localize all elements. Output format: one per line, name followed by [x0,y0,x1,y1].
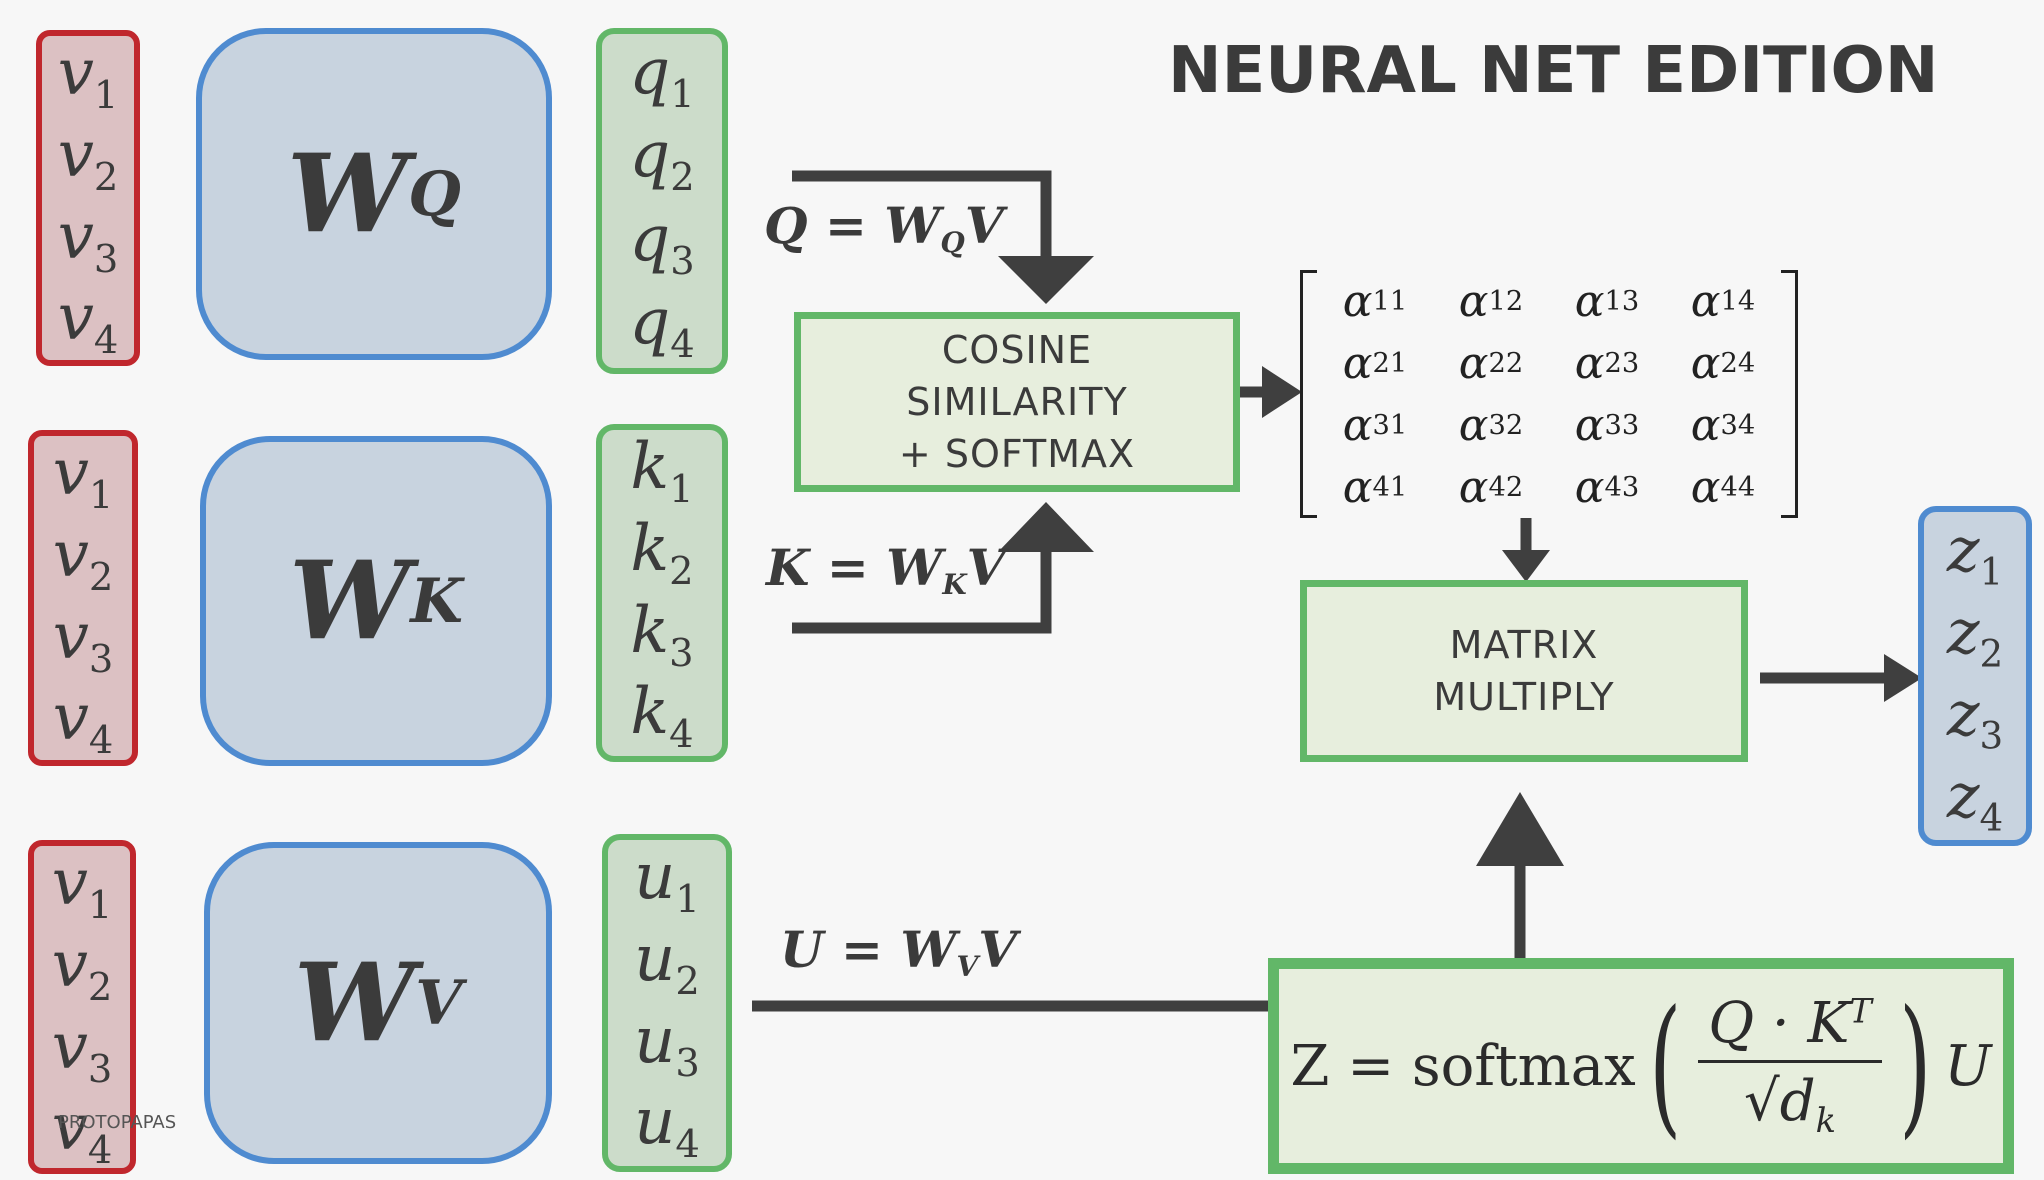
vector-item: v1 [51,846,113,928]
box-label-line: SIMILARITY [906,380,1128,424]
output-vector-column: z1 z2 z3 z4 [1918,506,2032,846]
left-paren: ( [1648,979,1682,1153]
cosine-to-matrix-arrowhead [1262,366,1302,418]
matrix-cell: α 24 [1690,337,1756,389]
matrix-cell: α 44 [1690,461,1756,513]
matrix-cell: α 14 [1690,275,1756,327]
value-vector-column: u1 u2 u3 u4 [602,834,732,1172]
vector-item: v2 [52,517,114,600]
query-equation: Q = WQV [764,196,1004,259]
vector-item: z2 [1946,594,2004,676]
formula-to-matmul-arrowhead [1476,792,1564,866]
vector-item: v3 [51,1009,113,1092]
vector-item: k3 [630,593,694,676]
vector-item: u3 [634,1003,700,1086]
matrix-cell: α 13 [1574,275,1640,327]
cosine-similarity-softmax-box: COSINE SIMILARITY + SOFTMAX [794,312,1240,492]
formula-rhs: U [1944,1033,1992,1099]
vector-item: v2 [57,117,119,200]
vector-item: v3 [52,599,114,682]
input-vector-column-v: v1 v2 v3 v4 [28,840,136,1174]
vector-item: q2 [629,118,695,201]
vector-item: v2 [51,927,113,1010]
matrix-cell: α 32 [1458,399,1524,451]
vector-item: z4 [1946,758,2004,840]
page-title: NEURAL NET EDITION [1168,34,1939,108]
attention-matrix: α 11 α 12 α 13 α 14 α 21 α 22 α 23 α 24 α 31 α 32 α 33 α 34 α 41 α… [1300,270,1798,518]
matrix-cell: α 42 [1458,461,1524,513]
vector-item: q4 [629,285,695,368]
q-connector-line [792,170,1052,262]
vector-item: v3 [57,199,119,282]
matrix-cell: α 23 [1574,337,1640,389]
key-vector-column: k1 k2 k3 k4 [596,424,728,762]
formula-lhs: Z = softmax [1290,1033,1636,1099]
matrix-cell: α 11 [1342,275,1408,327]
box-label-line: MULTIPLY [1433,675,1615,719]
attention-formula-box: Z = softmax ( Q · KT √dk ) U [1268,958,2014,1174]
box-label-line: + SOFTMAX [898,432,1136,476]
vector-item: v1 [57,36,119,118]
key-equation: K = WKV [766,538,1006,601]
vector-item: u4 [634,1085,700,1168]
matrix-cell: α 34 [1690,399,1756,451]
box-label-line: MATRIX [1449,623,1599,667]
matrix-cell: α 41 [1342,461,1408,513]
vector-item: k2 [630,511,694,594]
vector-item: k4 [630,675,694,758]
matrix-right-bracket [1781,270,1798,518]
k-connector-line [792,548,1052,634]
q-arrowhead [998,256,1094,304]
vector-item: v4 [52,681,114,764]
matrix-cell: α 22 [1458,337,1524,389]
input-vector-column-k: v1 v2 v3 v4 [28,430,138,766]
author-footer: PROTOPAPAS [58,1112,177,1133]
formula-fraction: Q · KT √dk [1698,991,1882,1141]
matrix-cell: α 31 [1342,399,1408,451]
vector-item: z3 [1946,676,2004,758]
right-paren: ) [1898,979,1932,1153]
vector-item: q1 [629,34,695,117]
matrix-cell: α 21 [1342,337,1408,389]
matrix-cell: α 33 [1574,399,1640,451]
vector-item: v4 [57,281,119,364]
matrix-left-bracket [1300,270,1317,518]
box-label-line: COSINE [941,328,1093,372]
matrix-multiply-box: MATRIX MULTIPLY [1300,580,1748,762]
vector-item: v4 [51,1091,113,1174]
matrix-to-matmul-arrowhead [1502,550,1550,582]
value-equation: U = WVV [780,920,1017,983]
matrix-cell: α 43 [1574,461,1640,513]
matrix-cell: α 12 [1458,275,1524,327]
vector-item: q3 [629,201,695,284]
query-vector-column: q1 q2 q3 q4 [596,28,728,374]
vector-item: u2 [634,921,700,1004]
input-vector-column-q: v1 v2 v3 v4 [36,30,140,366]
k-arrowhead [998,502,1094,552]
matmul-to-output-arrowhead [1884,654,1922,702]
vector-item: k1 [630,430,694,512]
vector-item: u1 [634,840,700,922]
vector-item: v1 [52,436,114,518]
vector-item: z1 [1946,512,2004,594]
